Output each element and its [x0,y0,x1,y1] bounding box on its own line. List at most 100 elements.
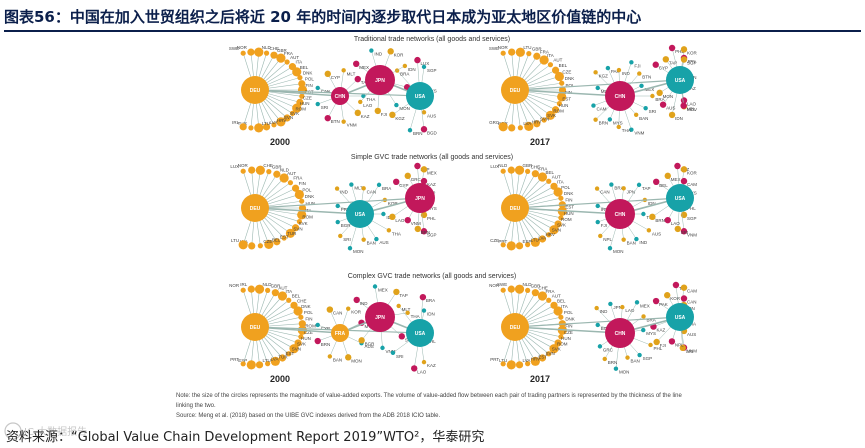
country-label: NPL [687,107,696,112]
country-label: PRT [490,357,499,362]
country-node [515,361,524,369]
country-label: SRI [686,349,694,354]
country-label: PHL [427,339,436,344]
country-node [354,109,361,117]
country-node [414,225,422,233]
country-node [546,178,552,184]
hub-node [406,319,434,347]
country-label: FJI [601,223,607,228]
country-node [608,301,613,307]
country-node [593,70,598,75]
country-label: IRL [240,282,248,287]
country-node [634,300,640,305]
country-node [404,172,411,180]
hub-label: USA [355,212,366,218]
hub-node [666,303,694,331]
country-label: AUT [287,171,296,176]
country-node [556,100,562,107]
country-node [390,350,396,356]
country-label: VNM [687,232,697,237]
country-label: BEL [659,183,668,188]
country-label: MEX [378,287,388,292]
country-label: AUS [687,332,696,337]
country-label: IND [374,52,383,57]
country-label: SVK [552,347,561,352]
country-label: ROM [302,215,313,220]
country-label: NLD [523,282,533,287]
country-label: IDN [648,201,656,206]
country-label: BRA [400,72,409,77]
country-label: FIN [305,317,312,322]
country-node [558,334,564,340]
country-node [541,117,547,123]
figure-title: 图表56：中国在加入世贸组织之后将近 20 年的时间内逐步取代日本成为亚太地区价… [4,6,861,32]
country-node [652,297,660,305]
country-label: HUN [564,211,574,216]
country-node [298,314,304,320]
country-node [393,178,400,186]
country-label: SVK [547,113,556,118]
country-node [293,306,303,316]
country-label: CYP [399,183,408,188]
country-node [546,297,552,303]
country-node [283,114,291,122]
watermark-text: IC 大数据报告 [24,425,87,438]
country-node [291,224,300,232]
country-node [680,102,687,109]
country-label: KGZ [599,73,609,78]
country-label: DNK [565,317,575,322]
country-node [420,166,428,173]
country-node [286,351,292,357]
country-label: SVN [292,347,301,352]
country-label: SVK [557,223,566,228]
country-label: CZE [263,239,272,244]
country-node [248,242,256,250]
country-node [662,56,670,63]
note-text: Note: the size of the circles represents… [176,393,682,409]
country-node [298,204,307,212]
country-label: SRI [396,354,404,359]
country-label: SWE [489,46,499,51]
country-node [605,65,611,71]
country-node [338,233,343,239]
country-label: KOR [670,296,681,301]
country-node [405,310,410,316]
hub-label: JPN [375,78,385,84]
country-node [680,166,688,173]
country-label: LAO [687,102,697,107]
country-node [553,306,563,316]
country-node [296,218,302,225]
hub-label: USA [675,196,686,202]
hub-label: DEU [250,88,261,94]
country-label: AUT [553,58,562,63]
country-node [361,186,366,191]
country-label: FJI [660,343,666,348]
country-label: THA [622,128,631,133]
hub-label: CHN [615,212,626,218]
country-label: POL [561,185,571,190]
country-label: NLD [263,282,273,287]
country-label: AUS [666,106,675,111]
country-label: CHE [531,164,541,169]
country-node [616,124,621,130]
country-node [515,242,524,250]
country-label: CHE [270,46,280,51]
country-node [664,292,671,299]
country-label: CAM [687,289,697,294]
country-label: BRA [614,186,623,191]
panel-title: Complex GVC trade networks (all goods an… [348,273,516,280]
country-label: BEL [292,293,301,298]
country-node [557,92,567,102]
hub-label: USA [415,331,426,337]
country-node [602,356,607,362]
country-node [597,344,603,349]
country-node [551,106,560,114]
country-label: IRL [232,120,240,125]
hub-node [365,302,395,332]
country-node [668,111,676,119]
country-node [664,172,671,180]
country-node [414,162,421,170]
country-node [507,285,515,293]
country-label: MEX [645,87,655,92]
